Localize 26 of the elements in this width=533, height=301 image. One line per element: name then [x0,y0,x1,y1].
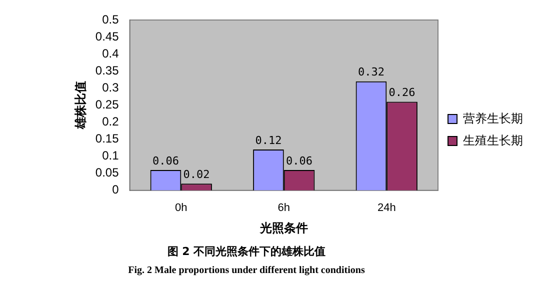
y-tick-label: 0.35 [95,63,120,78]
caption: 图 2 不同光照条件下的雄株比值 [166,244,327,259]
y-tick-label: 0.1 [102,148,120,163]
x-tick-label: 24h [377,202,396,214]
data-label: 0.32 [358,66,384,79]
y-tick-label: 0.2 [102,114,120,129]
y-tick-label: 0.15 [95,132,120,146]
x-tick-label: 6h [278,202,290,214]
y-tick-label: 0.45 [95,29,120,44]
data-label: 0.06 [152,154,179,168]
data-label: 0.06 [286,154,313,168]
y-tick-label: 0.4 [102,46,120,60]
y-axis-title: 雄株比值 [74,81,88,130]
y-tick-label: 0.5 [102,12,120,26]
y-tick-label: 0.25 [95,98,120,112]
data-label: 0.26 [388,86,416,100]
y-tick-label: 0.3 [102,80,120,94]
x-axis-title: 光照条件 [258,221,308,236]
legend-label: 生殖生长期 [463,133,523,148]
caption: Fig. 2 Male proportions under different light conditions [127,265,366,276]
legend-label: 营养生长期 [463,111,523,126]
data-label: 0.12 [255,134,282,147]
y-tick-label: 0.05 [95,166,120,180]
data-label: 0.02 [183,168,210,181]
y-tick-label: 0 [112,182,120,197]
x-tick-label: 0h [175,202,188,214]
